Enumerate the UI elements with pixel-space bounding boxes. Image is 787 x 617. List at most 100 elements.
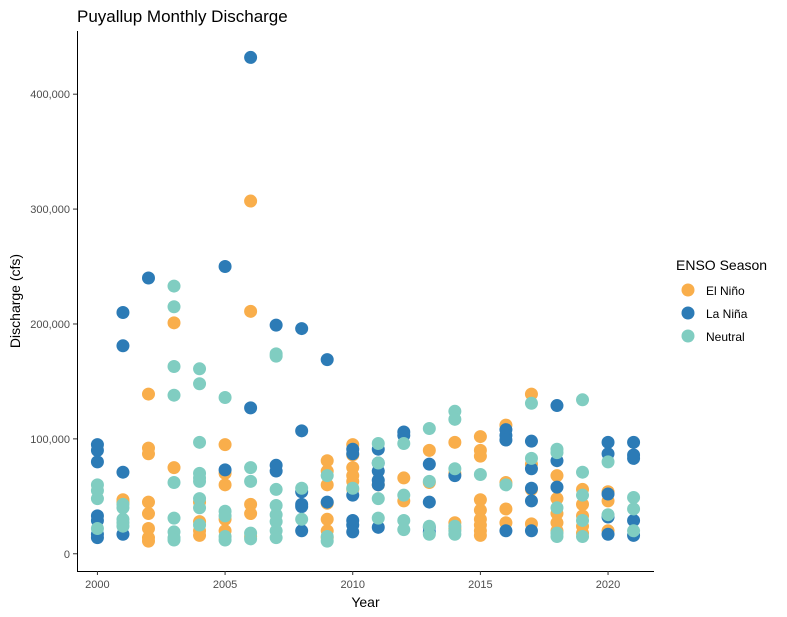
y-tick-label: 100,000 xyxy=(30,434,70,446)
data-point xyxy=(397,513,411,527)
data-point xyxy=(371,436,385,450)
data-point xyxy=(295,524,309,538)
data-point xyxy=(576,497,590,511)
data-point xyxy=(218,391,232,405)
data-point xyxy=(269,499,283,513)
data-point xyxy=(90,443,104,457)
data-point xyxy=(320,512,334,526)
data-point xyxy=(167,359,181,373)
data-point xyxy=(295,322,309,336)
legend-key xyxy=(681,306,695,320)
legend-key xyxy=(681,283,695,297)
data-point xyxy=(320,469,334,483)
data-point xyxy=(524,494,538,508)
data-point xyxy=(193,492,207,506)
data-point xyxy=(244,50,258,64)
data-point xyxy=(193,528,207,542)
data-point xyxy=(371,478,385,492)
data-point xyxy=(627,524,641,538)
data-point xyxy=(422,527,436,541)
data-point xyxy=(90,531,104,545)
data-point xyxy=(550,399,564,413)
y-tick-label: 400,000 xyxy=(30,89,70,101)
data-point xyxy=(371,456,385,470)
data-point xyxy=(576,513,590,527)
data-point xyxy=(397,523,411,537)
data-point xyxy=(371,511,385,525)
data-point xyxy=(346,481,360,495)
data-point xyxy=(90,521,104,535)
data-point xyxy=(524,396,538,410)
data-point xyxy=(627,502,641,516)
data-point xyxy=(167,316,181,330)
data-point xyxy=(320,454,334,468)
x-axis-label: Year xyxy=(351,594,380,610)
x-axis-ticks: 2000 2005 2010 2015 2020 xyxy=(85,571,620,591)
data-point xyxy=(193,362,207,376)
data-point xyxy=(320,478,334,492)
data-point xyxy=(141,534,155,548)
data-point xyxy=(601,508,615,522)
data-point xyxy=(550,501,564,515)
data-point xyxy=(422,474,436,488)
legend-label: La Niña xyxy=(706,307,748,321)
data-point xyxy=(576,530,590,544)
data-point xyxy=(473,493,487,507)
data-point xyxy=(524,462,538,476)
data-point xyxy=(218,478,232,492)
data-point xyxy=(244,461,258,475)
data-point xyxy=(499,524,513,538)
data-point xyxy=(499,478,513,492)
data-point xyxy=(244,532,258,546)
legend-label: Neutral xyxy=(706,330,745,344)
data-point xyxy=(244,194,258,208)
data-point xyxy=(576,393,590,407)
y-axis-label: Discharge (cfs) xyxy=(7,254,23,348)
data-point xyxy=(397,436,411,450)
data-point xyxy=(524,451,538,465)
data-point xyxy=(422,422,436,436)
data-point xyxy=(193,518,207,532)
data-point xyxy=(627,451,641,465)
data-point xyxy=(167,388,181,402)
data-point xyxy=(346,525,360,539)
data-point xyxy=(269,464,283,478)
data-point xyxy=(550,446,564,460)
data-point xyxy=(244,474,258,488)
data-point xyxy=(269,531,283,545)
data-point xyxy=(218,438,232,452)
y-tick-label: 200,000 xyxy=(30,319,70,331)
data-point xyxy=(499,433,513,447)
data-point xyxy=(627,490,641,504)
x-tick-label: 2005 xyxy=(213,579,237,591)
data-point xyxy=(448,412,462,426)
data-point xyxy=(397,488,411,502)
data-point xyxy=(550,530,564,544)
data-point xyxy=(116,465,130,479)
data-point xyxy=(269,318,283,332)
data-point xyxy=(218,463,232,477)
data-point xyxy=(167,461,181,475)
data-point xyxy=(448,527,462,541)
data-point xyxy=(167,279,181,293)
data-point xyxy=(371,492,385,506)
data-point xyxy=(295,481,309,495)
data-point xyxy=(397,471,411,485)
data-point xyxy=(141,521,155,535)
data-point xyxy=(269,482,283,496)
legend-key xyxy=(681,329,695,343)
data-point xyxy=(244,304,258,318)
data-point xyxy=(601,455,615,469)
data-point xyxy=(116,519,130,533)
data-point xyxy=(422,457,436,471)
data-point xyxy=(90,492,104,506)
data-point xyxy=(473,528,487,542)
data-point xyxy=(320,353,334,367)
x-tick-label: 2015 xyxy=(468,579,492,591)
data-point xyxy=(448,435,462,449)
data-point xyxy=(601,527,615,541)
x-tick-label: 2000 xyxy=(85,579,109,591)
x-tick-label: 2020 xyxy=(596,579,620,591)
data-point xyxy=(193,435,207,449)
